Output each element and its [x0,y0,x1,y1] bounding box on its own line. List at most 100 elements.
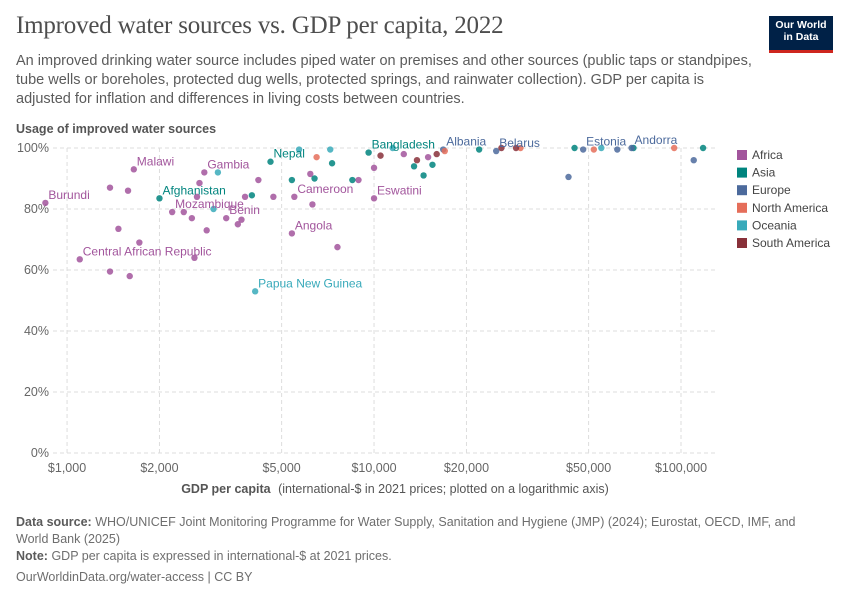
data-point [327,146,334,153]
data-point [124,187,132,194]
data-point [433,150,440,158]
data-point [441,147,448,155]
legend-item: Oceania [752,218,797,232]
data-point [424,153,432,161]
data-point [188,214,196,222]
water-access-link[interactable]: OurWorldinData.org/water-access [16,570,205,584]
data-point [309,201,316,208]
legend[interactable]: Africa Asia Europe North America Oceania Sout… [737,148,830,250]
point-label: Central African Republic [83,244,212,258]
data-point [590,146,598,153]
y-tick-label: 100% [17,141,49,155]
data-point [42,199,49,207]
data-point [690,157,697,164]
point-label: Cameroon [297,182,353,196]
data-point [106,184,114,191]
legend-swatch [737,202,747,213]
point-label: Burundi [48,188,89,202]
owid-logo[interactable]: Our World in Data [769,16,833,53]
data-point [311,175,318,182]
source-note: Data source: WHO/UNICEF Joint Monitoring… [16,514,816,548]
data-point [307,170,314,178]
data-point [355,176,362,184]
source-label: Data source: [16,515,92,529]
data-point [291,193,298,200]
point-label: Malawi [137,154,174,168]
license-text: | CC BY [207,570,253,584]
data-point [136,239,143,246]
point-label: Eswatini [377,183,422,197]
data-point [288,230,296,237]
data-point [410,163,418,170]
data-point [248,192,256,199]
data-point [313,153,320,161]
point-label: Afghanistan [162,183,225,197]
x-axis-label-note: (international-$ in 2021 prices; plotted… [278,482,609,496]
data-point [288,176,296,184]
data-point [598,144,605,152]
data-point [214,169,222,176]
data-point [328,160,336,167]
data-point [579,146,587,153]
data-point [475,146,483,153]
data-point [203,227,210,234]
data-point [191,254,198,261]
data-point [670,144,678,152]
data-point [76,256,83,263]
data-point [270,193,277,200]
legend-item: North America [752,201,828,215]
data-point [295,146,303,153]
data-point [389,144,396,152]
data-point [334,243,341,251]
data-points [42,144,707,295]
data-point [255,176,262,184]
data-point [512,144,520,152]
data-point [238,216,245,223]
logo-line-1: Our World [775,19,827,31]
data-point [420,172,427,179]
data-point [492,147,500,155]
x-tick-label: $5,000 [263,461,301,475]
data-point [193,193,201,200]
data-point [126,272,133,280]
point-label: Andorra [635,133,678,147]
data-point [349,176,356,184]
data-point [370,164,378,172]
data-point [614,146,621,153]
legend-swatch [737,238,747,248]
point-label: Bangladesh [372,138,435,152]
x-tick-label: $2,000 [140,461,178,475]
data-point [699,144,707,152]
data-point [517,144,524,152]
point-label: Belarus [499,136,540,150]
data-point [267,158,274,165]
data-point [370,195,378,202]
y-tick-label: 20% [24,385,49,399]
data-point [565,173,572,181]
axis-ticks: 0% 20% 40% 60% 80% 100% $1,000 $2,000 $5,000 $10,… [17,141,707,475]
logo-line-2: in Data [783,31,819,43]
data-point [106,268,114,275]
point-label: Papua New Guinea [258,276,362,290]
data-point [156,195,163,202]
y-tick-label: 60% [24,263,49,277]
data-point [628,144,635,152]
legend-item: Asia [752,166,776,180]
legend-swatch [737,220,747,231]
data-point [251,288,259,295]
x-tick-label: $10,000 [351,461,396,475]
source-text: WHO/UNICEF Joint Monitoring Programme fo… [16,515,796,546]
data-point [365,149,372,156]
legend-item: Europe [752,183,791,197]
grid-lines [53,147,716,454]
data-point [196,179,203,187]
point-label: Estonia [586,135,626,149]
point-label: Nepal [274,147,305,161]
legend-item: South America [752,236,830,250]
data-point [429,161,436,168]
scatter-chart: Usage of improved water sources 0% 20% 40%… [16,122,830,496]
x-tick-label: $100,000 [655,461,707,475]
point-label: Benin [229,203,260,217]
data-point [180,208,187,216]
data-point [571,144,578,152]
